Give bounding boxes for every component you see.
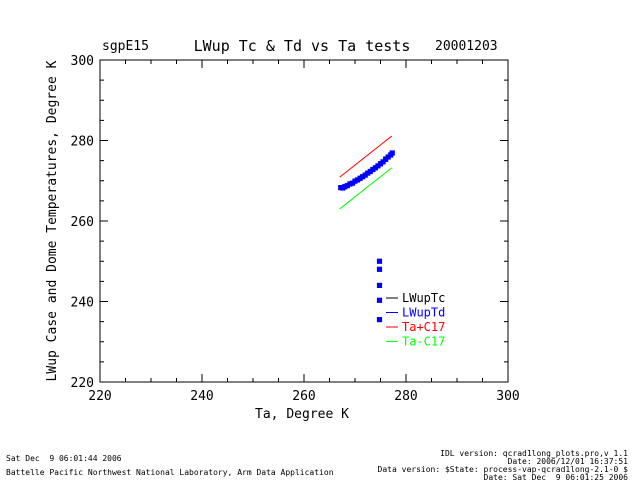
date-label: 20001203 bbox=[435, 39, 498, 54]
x-tick-label: 260 bbox=[292, 389, 315, 404]
legend-label: LWupTc bbox=[402, 291, 445, 305]
data-series bbox=[338, 135, 395, 323]
data-point bbox=[376, 258, 383, 264]
legend-label: Ta-C17 bbox=[402, 335, 445, 349]
data-point bbox=[376, 297, 383, 303]
x-tick-label: 300 bbox=[496, 389, 519, 404]
x-tick-label: 240 bbox=[190, 389, 213, 404]
y-tick-label: 260 bbox=[71, 215, 94, 230]
axis-ticks bbox=[99, 59, 509, 383]
y-tick-label: 300 bbox=[71, 54, 94, 69]
x-tick-label: 220 bbox=[88, 389, 111, 404]
footer-timestamp: Sat Dec 9 06:01:44 2006 bbox=[6, 454, 122, 463]
footer-data-date: Date: Sat Dec 9 06:01:25 2006 bbox=[483, 473, 629, 482]
y-tick-label: 220 bbox=[71, 376, 94, 391]
footer-data-version: Data version: $State: process-vap-qcrad1… bbox=[377, 465, 628, 474]
data-point bbox=[376, 282, 383, 288]
legend-label: Ta+C17 bbox=[402, 320, 445, 334]
chart-title: LWup Tc & Td vs Ta tests bbox=[194, 37, 411, 55]
x-tick-label: 280 bbox=[394, 389, 417, 404]
series-line bbox=[339, 135, 393, 178]
series-line bbox=[339, 167, 393, 210]
plot-frame bbox=[99, 59, 509, 383]
footer-code-date: Date: 2006/12/01 16:37:51 bbox=[507, 457, 628, 466]
footer-idl-version: IDL version: qcrad1long_plots.pro,v 1.1 bbox=[440, 449, 628, 458]
y-tick-label: 280 bbox=[71, 135, 94, 150]
legend-label: LWupTd bbox=[402, 306, 445, 320]
y-axis-label: LWup Case and Dome Temperatures, Degree … bbox=[45, 60, 60, 381]
x-axis-label: Ta, Degree K bbox=[255, 407, 349, 422]
data-point bbox=[376, 266, 383, 272]
y-tick-label: 240 bbox=[71, 296, 94, 311]
axis-tick-labels: 220 240 260 280 300 220 240 260 280 300 bbox=[71, 54, 520, 404]
footer-lab: Battelle Pacific Northwest National Labo… bbox=[6, 468, 334, 477]
data-point bbox=[376, 317, 383, 323]
data-point bbox=[389, 150, 395, 156]
site-label: sgpE15 bbox=[102, 39, 149, 54]
